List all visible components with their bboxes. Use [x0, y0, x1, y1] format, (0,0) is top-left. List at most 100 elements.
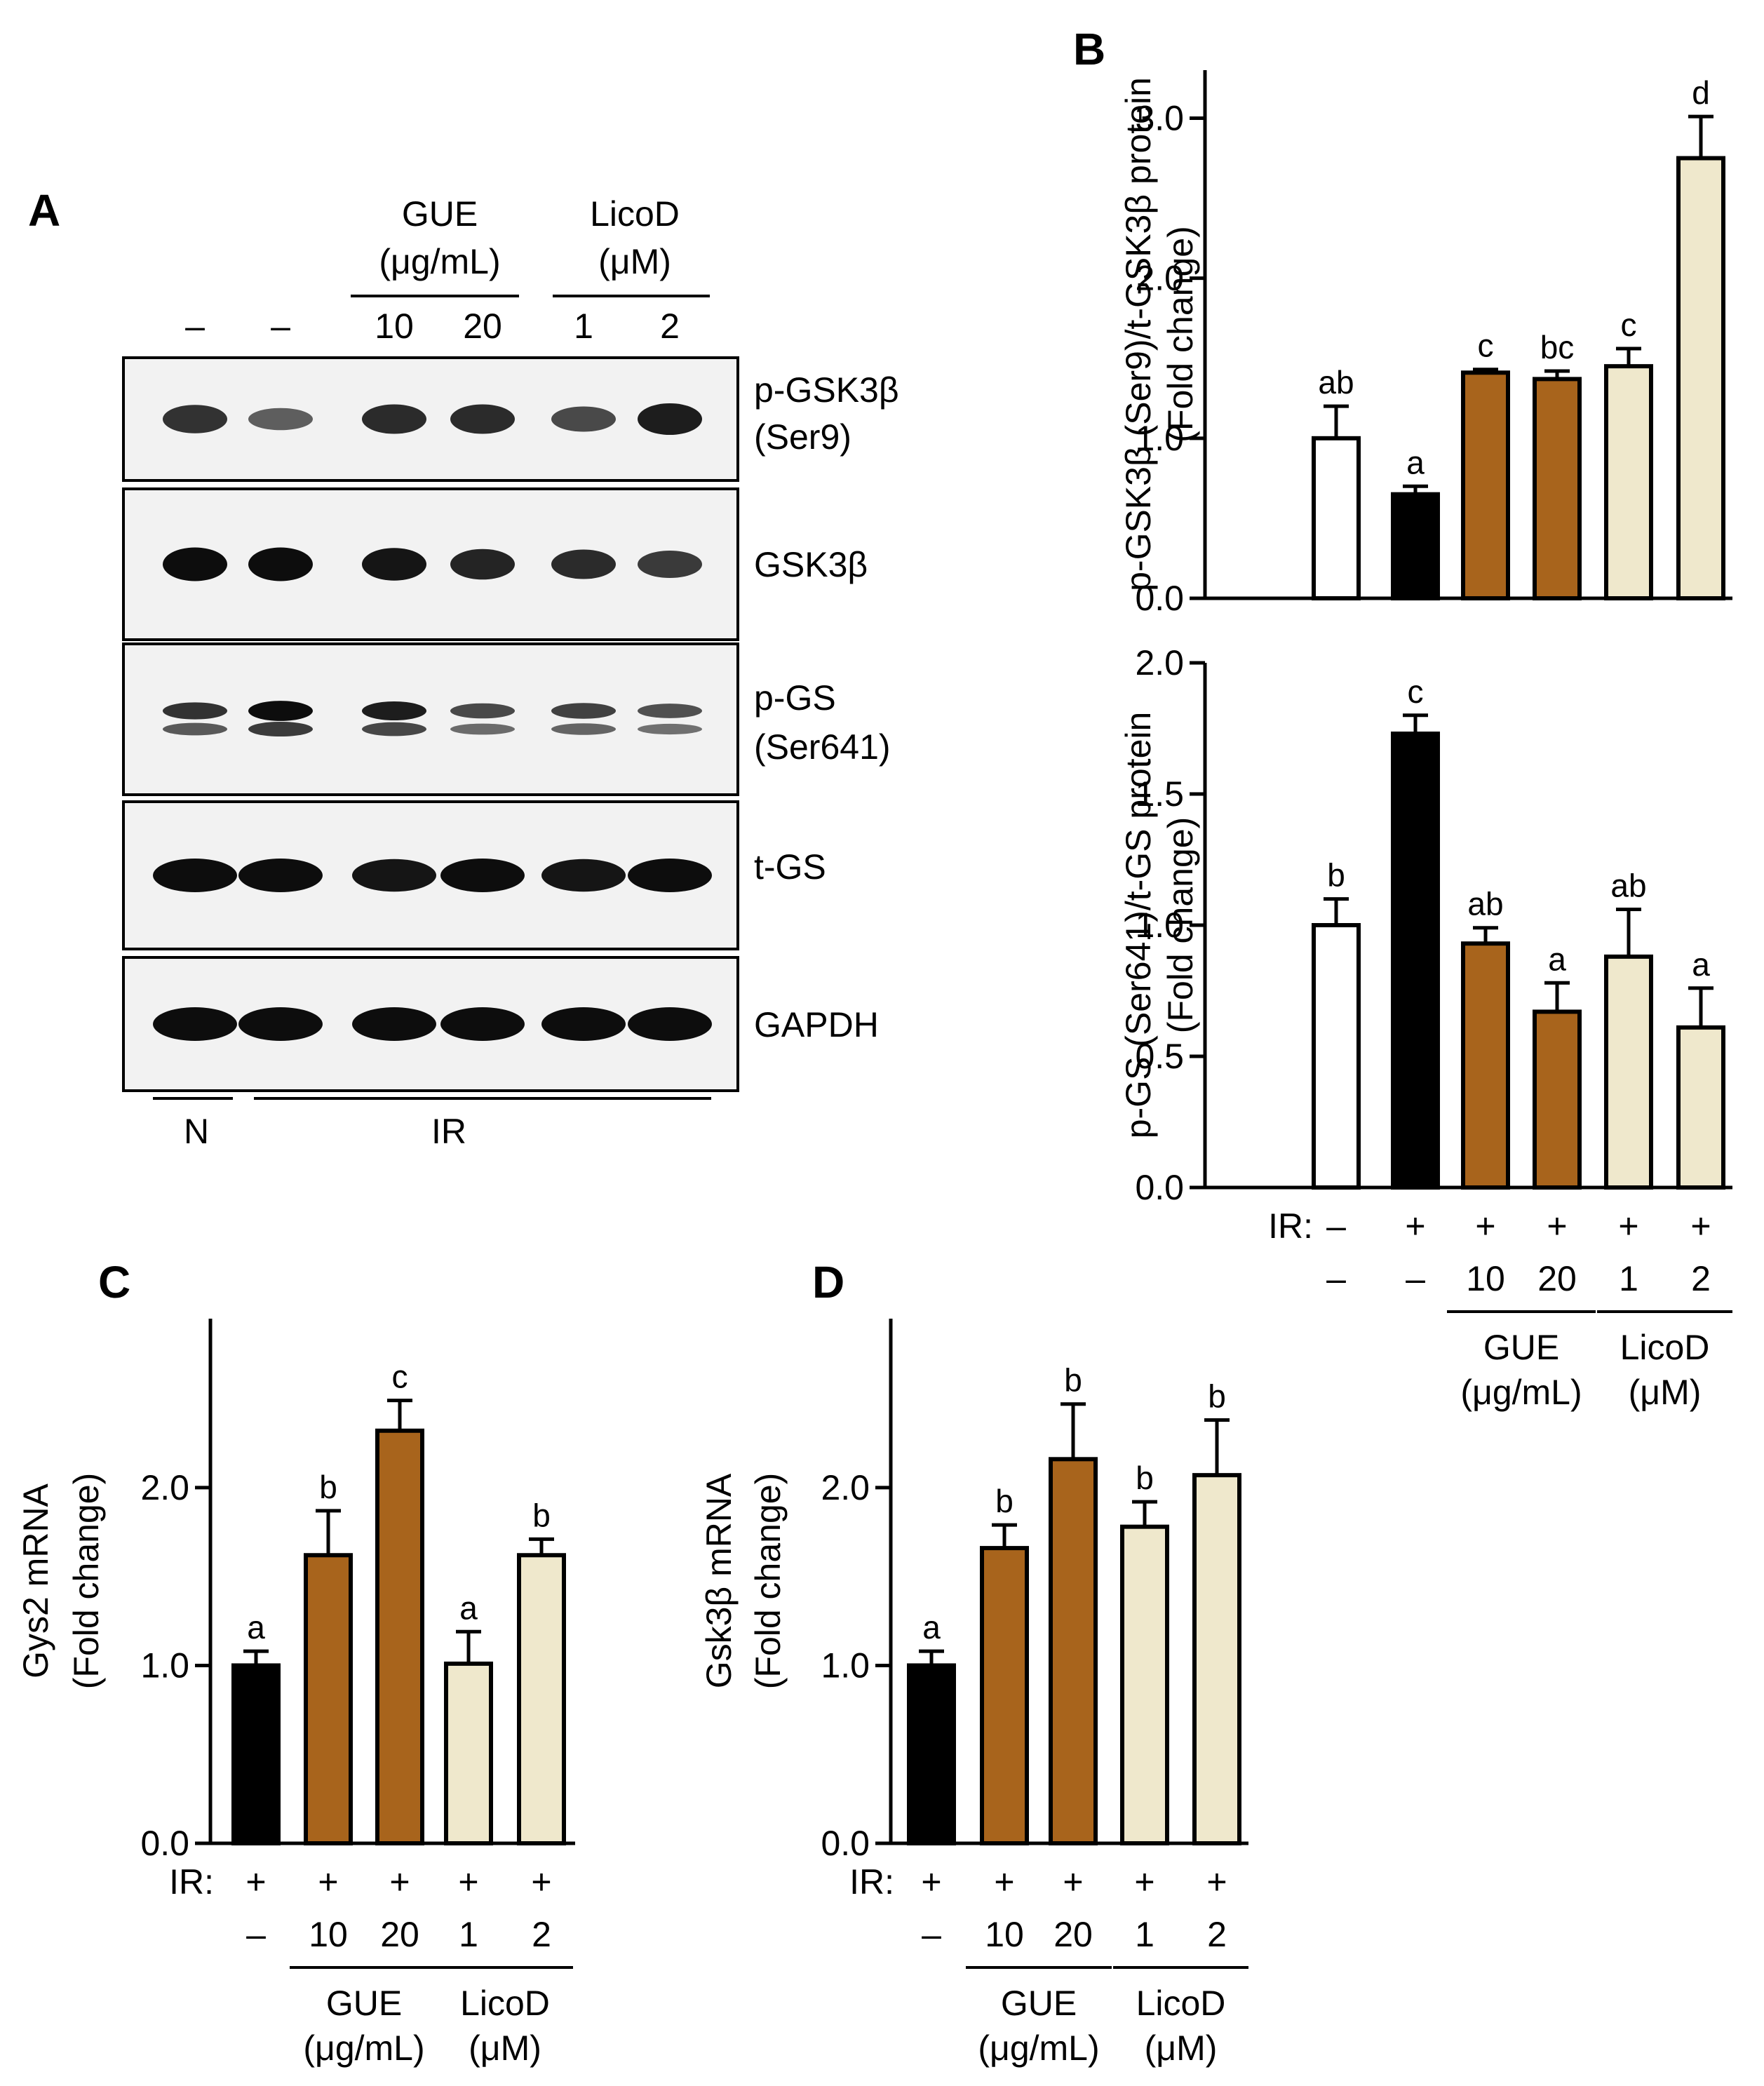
panel-a-header: GUE (μg/mL) LicoD (μM) – – 10 20 1 2 — [185, 194, 710, 346]
panel-letter-c: C — [98, 1257, 130, 1307]
blot-band — [551, 549, 616, 579]
significance-letter: a — [247, 1609, 265, 1646]
dose-label: – — [1326, 1259, 1346, 1298]
blot-band — [551, 723, 616, 735]
dose-label: 1 — [1135, 1915, 1154, 1954]
blot-label: GAPDH — [754, 1005, 879, 1044]
dose-label: 10 — [1466, 1259, 1505, 1298]
ir-marker: + — [389, 1862, 410, 1902]
y-axis-label-sub: (Fold change) — [1161, 226, 1200, 443]
blot-band — [541, 859, 626, 892]
y-axis-label-sub: (Fold change) — [1161, 817, 1200, 1034]
blot-band — [638, 403, 702, 435]
bar — [1604, 364, 1653, 600]
dose-label: 1 — [459, 1915, 478, 1954]
significance-letter: b — [1136, 1460, 1154, 1496]
bar — [304, 1553, 353, 1845]
y-tick-label: 2.0 — [1135, 643, 1184, 682]
significance-letter: c — [1478, 328, 1494, 364]
gue-unit: (μg/mL) — [978, 2028, 1099, 2068]
gue-unit: (μg/mL) — [1460, 1373, 1582, 1412]
lane-label: 2 — [660, 307, 680, 346]
ir-marker: + — [1206, 1862, 1227, 1902]
chart-c-gys2: 0.0 1.0 2.0 Gys2 mRNA (Fold change) a b c a b — [16, 1319, 575, 1863]
bar — [1533, 1009, 1582, 1190]
gue-label: GUE — [1001, 1984, 1077, 2023]
licod-label-line2: (μM) — [598, 242, 671, 281]
significance-letter: a — [922, 1609, 941, 1646]
chart-b-pgsk3b: 0.0 1.0 2.0 3.0p-GSK3β (Ser9)/t-GSK3β prote… — [1119, 70, 1732, 618]
ir-marker: + — [531, 1862, 551, 1902]
y-axis-label: p-GS (Ser641)/t-GS protein — [1119, 712, 1158, 1139]
bar — [1391, 731, 1440, 1190]
bar — [1312, 436, 1361, 600]
significance-letter: b — [1064, 1362, 1082, 1399]
blot-band — [450, 723, 515, 735]
significance-letter: d — [1692, 74, 1710, 111]
y-axis-label: p-GSK3β (Ser9)/t-GSK3β protein — [1119, 77, 1158, 591]
blot-band — [163, 722, 227, 736]
significance-letter: c — [1408, 673, 1424, 710]
blot-gapdh: GAPDH — [122, 956, 879, 1092]
bar — [1192, 1473, 1241, 1846]
western-blots: p-GSK3β (Ser9) GSK3β p-GS (Ser641) t-GS GAPDH — [122, 356, 899, 1092]
blot-sublabel: (Ser641) — [754, 727, 891, 767]
blot-band — [248, 721, 313, 737]
lane-label: 10 — [375, 307, 414, 346]
y-tick-label: 1.0 — [1135, 906, 1184, 945]
y-axis-label: Gys2 mRNA — [16, 1483, 55, 1678]
significance-letter: b — [1208, 1378, 1226, 1415]
significance-letter: a — [1692, 946, 1710, 983]
ir-prefix: IR: — [1268, 1206, 1313, 1246]
gue-unit: (μg/mL) — [303, 2028, 424, 2068]
licod-label-line1: LicoD — [590, 194, 680, 234]
blot-band — [153, 1007, 237, 1041]
y-tick-label: 0.0 — [140, 1824, 189, 1863]
significance-letter: b — [319, 1469, 337, 1505]
dose-label: – — [922, 1915, 941, 1954]
gue-label: GUE — [1483, 1328, 1559, 1367]
blot-frame — [122, 642, 739, 796]
significance-letter: b — [1327, 857, 1345, 894]
blot-label: p-GSK3β — [754, 370, 899, 410]
dose-label: 2 — [1691, 1259, 1711, 1298]
y-axis-label: Gsk3β mRNA — [699, 1473, 739, 1688]
dose-label: 20 — [1537, 1259, 1577, 1298]
bar — [375, 1428, 424, 1846]
y-axis-label-sub: (Fold change) — [748, 1473, 788, 1690]
y-tick-label: 1.0 — [140, 1646, 189, 1685]
bar — [1604, 954, 1653, 1190]
blot-band — [628, 859, 712, 892]
y-axis-label-sub: (Fold change) — [67, 1473, 106, 1690]
ir-marker: + — [318, 1862, 338, 1902]
significance-letter: b — [995, 1483, 1014, 1519]
significance-letter: a — [1548, 941, 1566, 977]
blot-t-gs: t-GS — [122, 800, 826, 950]
blot-band — [628, 1007, 712, 1041]
gue-label-line1: GUE — [402, 194, 478, 234]
panel-d-x-labels: IR: + + + + + – 10 20 1 2 GUE (μg/mL) LicoD (μM) — [849, 1862, 1248, 2068]
significance-letter: c — [392, 1359, 408, 1395]
panel-a-groups: N IR — [153, 1097, 711, 1151]
panel-letter-a: A — [28, 185, 60, 236]
y-tick-label: 0.0 — [1135, 1168, 1184, 1207]
y-tick-label: 0.0 — [1135, 579, 1184, 618]
y-tick-label: 2.0 — [1135, 259, 1184, 298]
lane-label: 20 — [463, 307, 502, 346]
bar — [1461, 941, 1510, 1190]
blot-band — [541, 1007, 626, 1041]
bar — [1391, 492, 1440, 600]
blot-band — [440, 1007, 525, 1041]
dose-label: 10 — [985, 1915, 1024, 1954]
blot-band — [238, 859, 323, 892]
significance-letter: c — [1621, 307, 1637, 343]
licod-unit: (μM) — [1145, 2028, 1218, 2068]
lane-label: – — [185, 307, 205, 346]
bar — [1676, 1025, 1725, 1190]
licod-label: LicoD — [460, 1984, 550, 2023]
bar — [444, 1661, 493, 1845]
blot-band — [163, 405, 227, 433]
ir-marker: – — [1326, 1206, 1346, 1246]
ir-marker: + — [1618, 1206, 1638, 1246]
